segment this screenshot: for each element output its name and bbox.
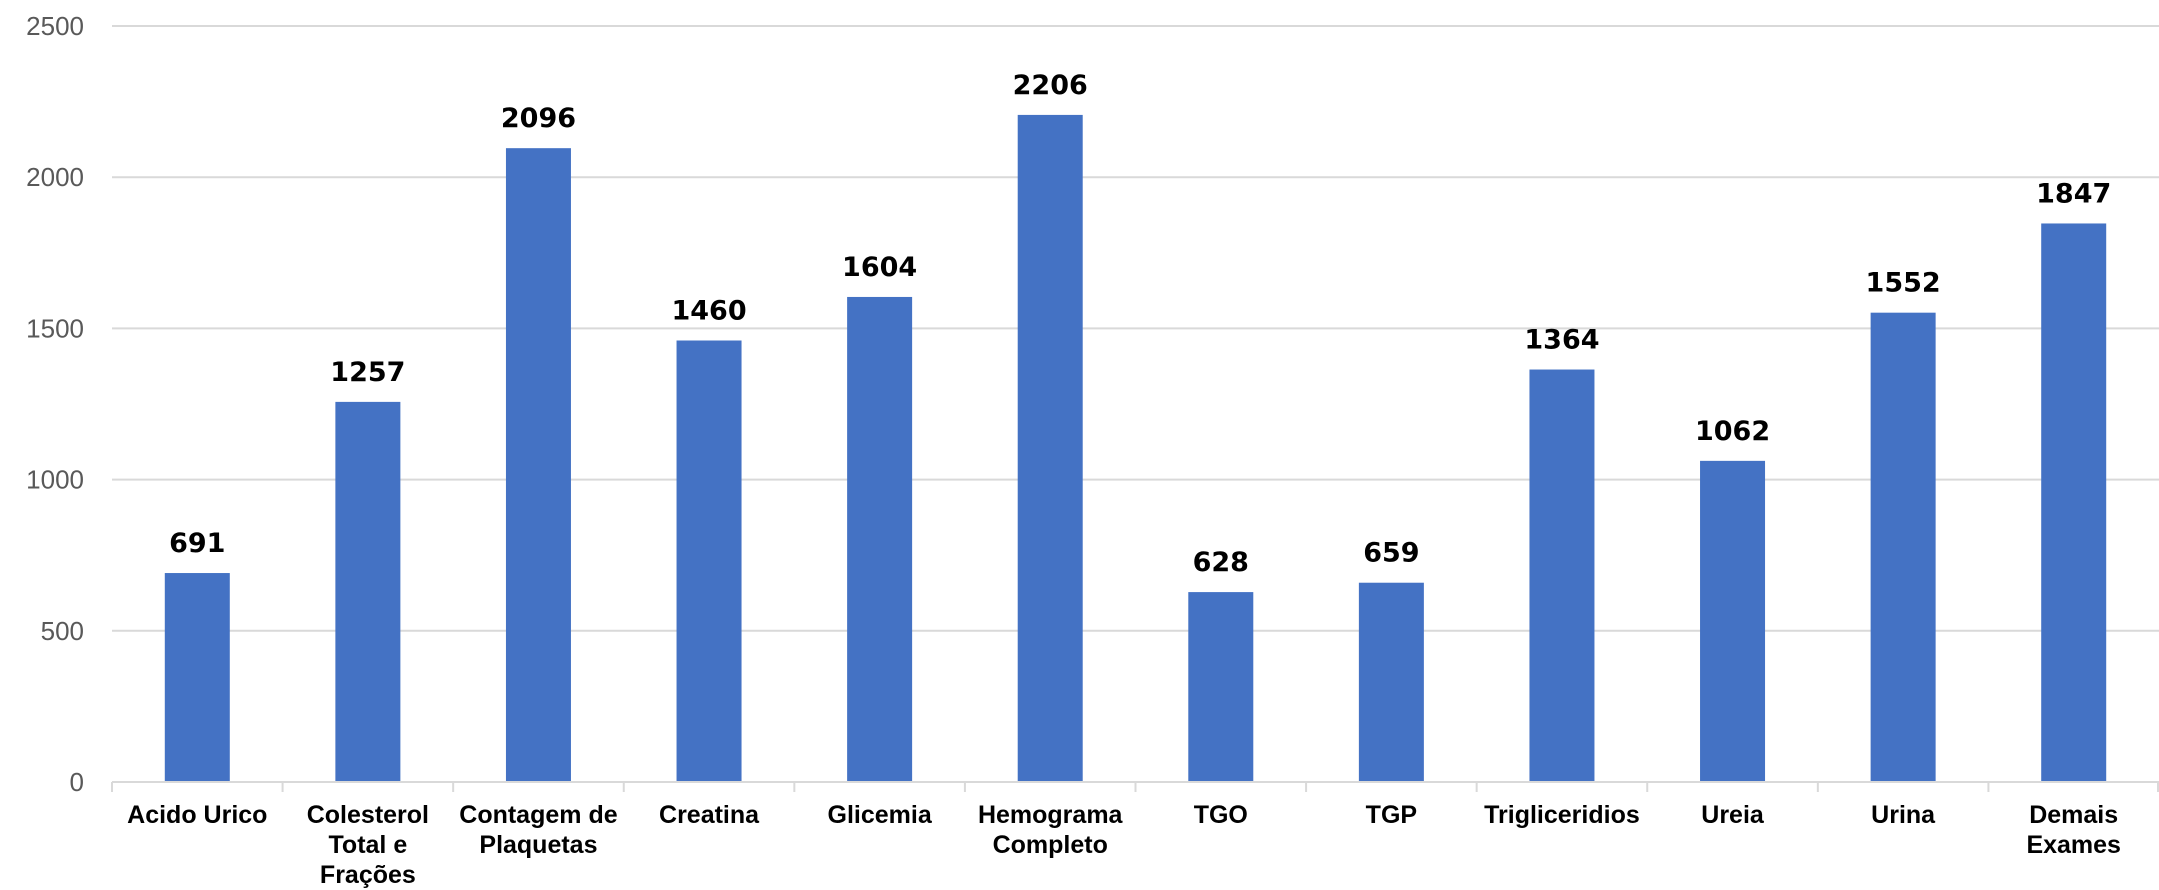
bars xyxy=(164,114,2107,783)
x-tick-label-line: Plaquetas xyxy=(479,831,597,859)
x-tick-label: TGO xyxy=(1194,801,1248,829)
data-label: 659 xyxy=(1363,538,1419,569)
data-label: 1604 xyxy=(842,252,917,283)
x-tick-label: Contagem de Plaquetas xyxy=(459,801,617,859)
bar xyxy=(1017,114,1083,783)
data-label: 1552 xyxy=(1866,268,1941,299)
x-tick-label: Hemograma Completo xyxy=(978,801,1124,859)
y-tick-label: 1500 xyxy=(26,313,84,343)
bar xyxy=(1870,312,1936,782)
x-tick-label: Colesterol Total e Frações xyxy=(307,801,429,889)
x-tick-label-line: Trigliceridios xyxy=(1484,801,1640,829)
x-tick-label: Demais Exames xyxy=(2026,801,2121,859)
bar xyxy=(676,340,742,782)
x-tick-label-line: Glicemia xyxy=(828,801,933,829)
data-labels: 691 1257 2096 1460 1604 2206 628 659 1364 1062 155… xyxy=(169,70,2111,578)
x-tick-label: TGP xyxy=(1366,801,1417,829)
bar xyxy=(164,573,230,782)
x-tick-label: Acido Urico xyxy=(127,801,267,829)
data-label: 1257 xyxy=(330,357,405,388)
x-tick-label-line: Contagem de xyxy=(459,801,617,829)
x-axis xyxy=(111,781,2159,792)
data-label: 1062 xyxy=(1695,416,1770,447)
x-tick-label: Trigliceridios xyxy=(1484,801,1640,829)
gridlines xyxy=(112,25,2159,632)
data-label: 2206 xyxy=(1013,70,1088,101)
x-tick-label-line: TGP xyxy=(1366,801,1417,829)
x-tick-label-line: Frações xyxy=(320,861,416,889)
bar xyxy=(2041,223,2107,783)
data-label: 1460 xyxy=(671,295,746,326)
bar xyxy=(1529,369,1595,782)
data-label: 1364 xyxy=(1524,325,1599,356)
y-axis-ticks: 0 500 1000 1500 2000 2500 xyxy=(26,11,84,797)
x-tick-label-line: Total e xyxy=(329,831,408,859)
x-tick-label-line: Hemograma xyxy=(978,801,1124,829)
y-tick-label: 2500 xyxy=(26,11,84,41)
bar xyxy=(1700,460,1766,782)
y-tick-label: 1000 xyxy=(26,465,84,495)
x-tick-label-line: Exames xyxy=(2026,831,2121,859)
x-tick-label-line: Creatina xyxy=(659,801,760,829)
data-label: 1847 xyxy=(2036,178,2111,209)
bar xyxy=(335,401,401,782)
bar xyxy=(505,148,571,782)
bar xyxy=(847,296,913,782)
y-tick-label: 500 xyxy=(41,616,84,646)
x-axis-ticks: Acido Urico Colesterol Total e Frações Conta… xyxy=(127,801,2121,889)
x-tick-label-line: Completo xyxy=(993,831,1108,859)
x-tick-label-line: Ureia xyxy=(1701,801,1765,829)
x-tick-label-line: Acido Urico xyxy=(127,801,267,829)
x-tick-label-line: Colesterol xyxy=(307,801,429,829)
x-tick-label: Creatina xyxy=(659,801,760,829)
y-tick-label: 0 xyxy=(70,767,84,797)
x-tick-label: Ureia xyxy=(1701,801,1765,829)
x-tick-label-line: Urina xyxy=(1871,801,1936,829)
bar xyxy=(1358,582,1424,782)
data-label: 691 xyxy=(169,528,225,559)
x-tick-label: Glicemia xyxy=(828,801,933,829)
x-tick-label-line: Demais xyxy=(2029,801,2118,829)
x-tick-label-line: TGO xyxy=(1194,801,1248,829)
y-tick-label: 2000 xyxy=(26,162,84,192)
data-label: 2096 xyxy=(501,103,576,134)
data-label: 628 xyxy=(1193,547,1249,578)
x-tick-label: Urina xyxy=(1871,801,1936,829)
bar xyxy=(1188,592,1254,782)
